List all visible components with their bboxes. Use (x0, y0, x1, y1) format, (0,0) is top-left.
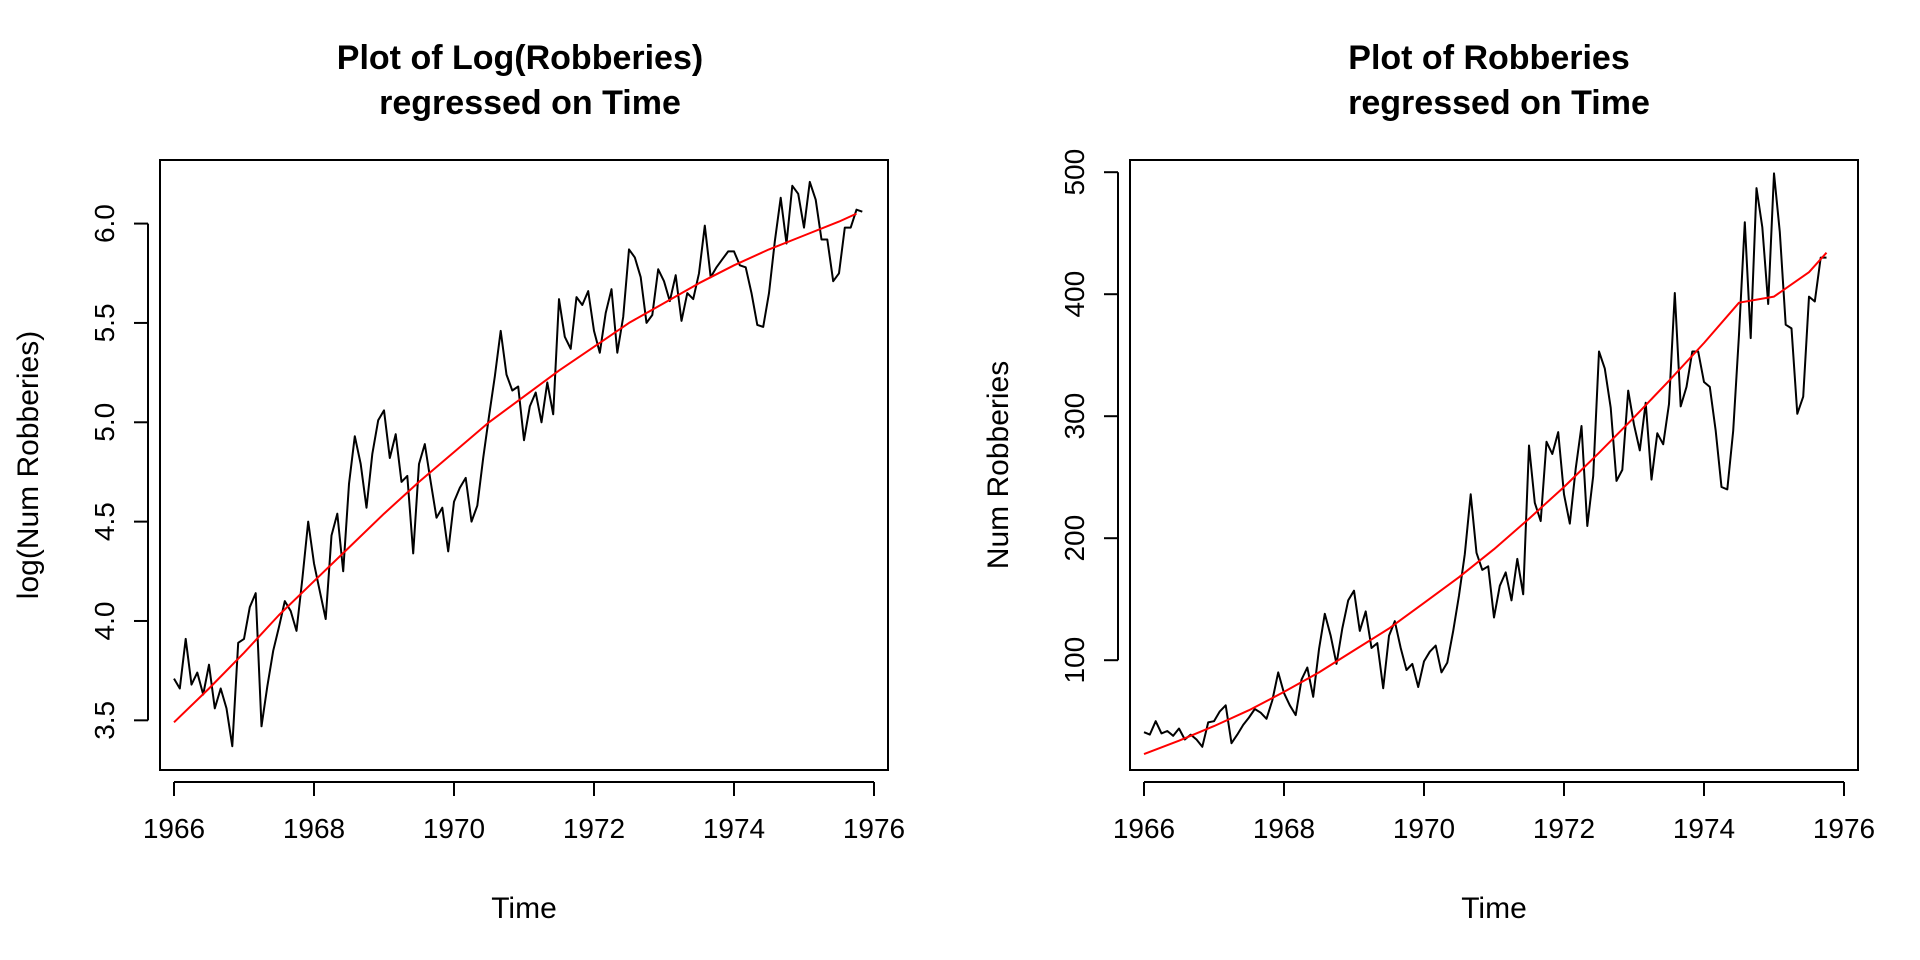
plot-frame (1129, 159, 1859, 771)
x-tick-label: 1974 (703, 813, 765, 844)
x-tick-label: 1966 (1113, 813, 1175, 844)
x-axis-label: Time (1461, 892, 1527, 925)
fitted-series-line (173, 212, 857, 724)
y-tick-label: 4.0 (89, 602, 120, 641)
x-tick-label: 1974 (1673, 813, 1735, 844)
y-axis-label: log(Num Robberies) (12, 331, 45, 599)
y-tick-label: 500 (1059, 149, 1090, 196)
y-axis-label: Num Robberies (982, 361, 1015, 569)
x-tick-label: 1968 (283, 813, 345, 844)
x-tick-label: 1972 (1533, 813, 1595, 844)
y-tick-label: 5.0 (89, 403, 120, 442)
series-layer (1143, 172, 1828, 756)
y-tick-label: 400 (1059, 271, 1090, 318)
y-tick-label: 6.0 (89, 204, 120, 243)
plot-title-line-1: Plot of Log(Robberies) (337, 39, 703, 77)
plot-title-line-1: Plot of Robberies (1348, 39, 1629, 77)
observed-series-line (173, 180, 863, 748)
x-tick-label: 1966 (143, 813, 205, 844)
y-axis: 3.5 4.0 4.5 5.0 5.5 6.0 (89, 204, 149, 740)
x-axis-label: Time (491, 892, 557, 925)
y-tick-label: 4.5 (89, 502, 120, 541)
plot-title-line-2: regressed on Time (1348, 84, 1650, 122)
y-tick-label: 3.5 (89, 701, 120, 740)
y-tick-label: 100 (1059, 637, 1090, 684)
x-tick-label: 1970 (423, 813, 485, 844)
x-tick-label: 1970 (1393, 813, 1455, 844)
robberies-plot: Plot of Robberies regressed on Time Time… (982, 39, 1875, 925)
x-tick-label: 1976 (1813, 813, 1875, 844)
x-axis: 1966 1968 1970 1972 1974 1976 (1113, 781, 1875, 844)
x-tick-label: 1968 (1253, 813, 1315, 844)
y-tick-label: 300 (1059, 393, 1090, 440)
series-layer (173, 180, 863, 748)
y-axis: 100 200 300 400 500 (1059, 149, 1119, 684)
x-tick-label: 1972 (563, 813, 625, 844)
fitted-series-line (1143, 252, 1828, 756)
plot-title-line-2: regressed on Time (379, 84, 681, 122)
x-axis: 1966 1968 1970 1972 1974 1976 (143, 781, 905, 844)
x-tick-label: 1976 (843, 813, 905, 844)
observed-series-line (1143, 172, 1827, 748)
y-tick-label: 5.5 (89, 303, 120, 342)
plot-frame (159, 159, 889, 771)
log-robberies-plot: Plot of Log(Robberies) regressed on Time… (12, 39, 905, 925)
y-tick-label: 200 (1059, 515, 1090, 562)
